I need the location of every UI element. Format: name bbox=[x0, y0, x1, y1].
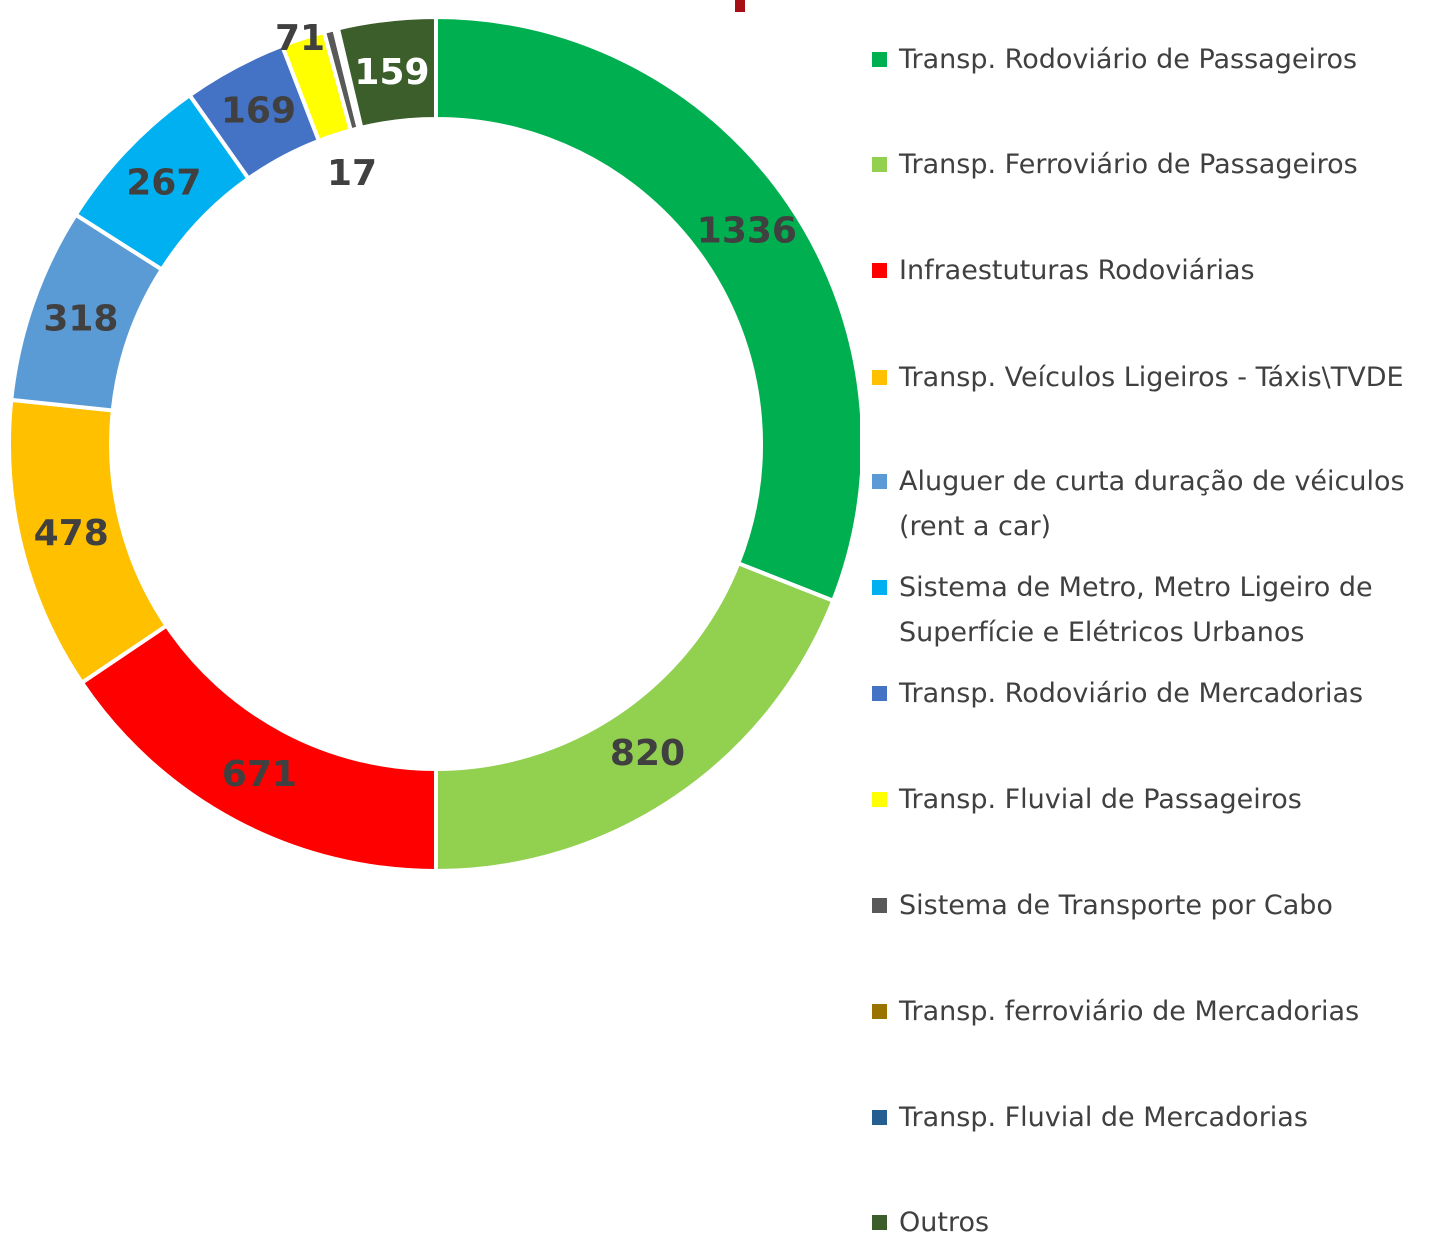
legend-item: Transp. Veículos Ligeiros - Táxis\TVDE bbox=[868, 355, 1448, 400]
legend-label: Sistema de Metro, Metro Ligeiro de Super… bbox=[899, 572, 1373, 648]
legend-item: Transp. ferroviário de Mercadorias bbox=[868, 989, 1448, 1034]
legend-item: Aluguer de curta duração de véiculos (re… bbox=[868, 459, 1448, 549]
data-label: 159 bbox=[354, 52, 429, 93]
legend-item: Transp. Fluvial de Passageiros bbox=[868, 777, 1448, 822]
decoration bbox=[735, 0, 745, 12]
legend-swatch bbox=[872, 157, 887, 172]
legend-swatch bbox=[872, 263, 887, 278]
legend-item: Transp. Rodoviário de Mercadorias bbox=[868, 671, 1448, 716]
legend-swatch bbox=[872, 370, 887, 385]
legend-item: Sistema de Metro, Metro Ligeiro de Super… bbox=[868, 565, 1448, 655]
chart: 133682067147831826716971176159 bbox=[7, 0, 860, 874]
legend-item: Infraestuturas Rodoviárias bbox=[868, 248, 1448, 293]
legend-label: Sistema de Transporte por Cabo bbox=[899, 890, 1333, 921]
legend-label: Transp. Rodoviário de Passageiros bbox=[899, 44, 1358, 75]
data-label: 169 bbox=[221, 91, 296, 132]
donut-segment bbox=[434, 14, 860, 604]
legend-swatch bbox=[872, 1110, 887, 1125]
legend-swatch bbox=[872, 52, 887, 67]
data-label: 671 bbox=[222, 754, 297, 795]
donut-segment bbox=[434, 560, 836, 874]
data-label: 267 bbox=[126, 163, 201, 204]
data-label: 318 bbox=[43, 298, 118, 339]
legend-label: Transp. Fluvial de Passageiros bbox=[899, 784, 1302, 815]
legend-swatch bbox=[872, 898, 887, 913]
legend-swatch bbox=[872, 1215, 887, 1230]
legend-label: Infraestuturas Rodoviárias bbox=[899, 255, 1255, 286]
legend-label: Transp. ferroviário de Mercadorias bbox=[899, 996, 1360, 1027]
legend-item: Transp. Ferroviário de Passageiros bbox=[868, 142, 1448, 187]
legend-label: Transp. Ferroviário de Passageiros bbox=[899, 149, 1358, 180]
data-label: 478 bbox=[34, 513, 109, 554]
legend-swatch bbox=[872, 792, 887, 807]
data-label: 17 bbox=[327, 153, 377, 194]
legend-item: Outros bbox=[868, 1200, 1448, 1245]
legend-label: Outros bbox=[899, 1207, 990, 1238]
legend-item: Transp. Rodoviário de Passageiros bbox=[868, 37, 1448, 82]
legend-label: Transp. Veículos Ligeiros - Táxis\TVDE bbox=[899, 362, 1404, 393]
legend-label: Transp. Fluvial de Mercadorias bbox=[899, 1102, 1308, 1133]
legend-swatch bbox=[872, 474, 887, 489]
donut-segment bbox=[79, 622, 438, 874]
legend-swatch bbox=[872, 686, 887, 701]
legend-label: Transp. Rodoviário de Mercadorias bbox=[899, 678, 1364, 709]
legend-swatch bbox=[872, 580, 887, 595]
data-label: 1336 bbox=[697, 210, 797, 251]
legend-swatch bbox=[872, 1004, 887, 1019]
data-label: 71 bbox=[275, 18, 325, 59]
legend-item: Transp. Fluvial de Mercadorias bbox=[868, 1095, 1448, 1140]
data-label: 820 bbox=[610, 733, 685, 774]
legend-label: Aluguer de curta duração de véiculos (re… bbox=[899, 466, 1405, 542]
donut-segment bbox=[335, 14, 438, 131]
legend-item: Sistema de Transporte por Cabo bbox=[868, 883, 1448, 928]
